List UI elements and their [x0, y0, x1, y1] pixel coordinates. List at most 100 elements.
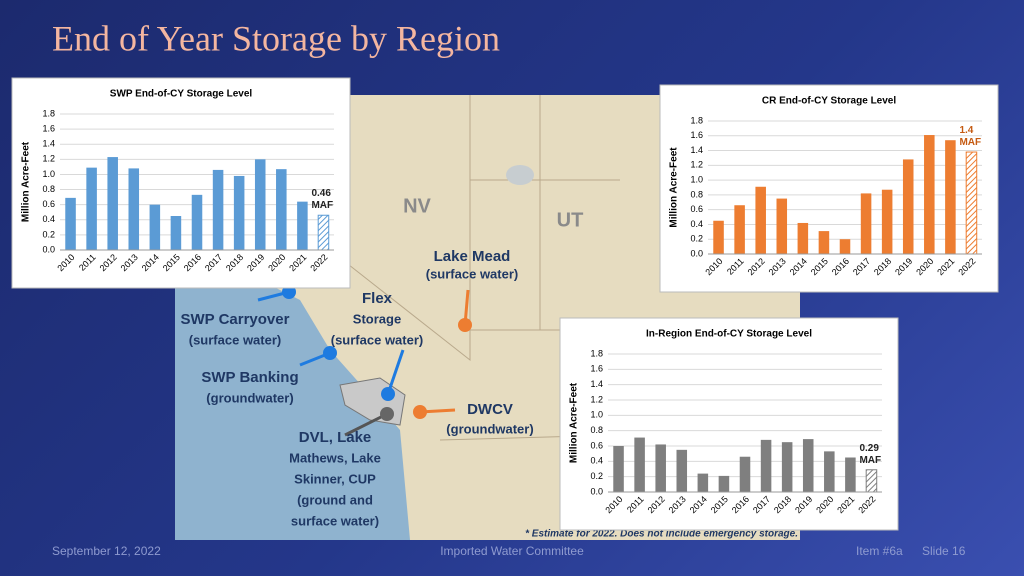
y-tick-label: 1.0 — [690, 174, 703, 184]
y-tick-label: 0.6 — [590, 440, 603, 450]
bar — [776, 198, 788, 254]
value-label: 0.29 MAF — [859, 442, 882, 466]
bar — [739, 456, 751, 492]
chart-background — [11, 77, 351, 289]
bar — [802, 439, 814, 492]
bar — [860, 193, 872, 254]
bar — [128, 168, 140, 250]
y-tick-label: 0.8 — [42, 184, 55, 194]
bar — [613, 446, 624, 492]
y-tick-label: 0.6 — [690, 204, 703, 214]
chart-background — [659, 84, 999, 293]
y-tick-label: 1.2 — [690, 160, 703, 170]
value-label: 1.4 MAF — [959, 125, 982, 149]
bar — [839, 239, 851, 254]
map-label: UT — [557, 209, 584, 231]
y-tick-label: 0.4 — [42, 214, 55, 224]
y-tick-label: 0.0 — [42, 244, 55, 254]
bar — [865, 469, 878, 493]
footer-date: September 12, 2022 — [52, 544, 161, 558]
y-tick-label: 0.6 — [42, 199, 55, 209]
bar — [755, 186, 766, 254]
bar — [170, 216, 182, 250]
y-tick-label: 0.8 — [590, 425, 603, 435]
bar — [818, 231, 830, 254]
map-label: Storage — [353, 311, 401, 326]
y-tick-label: 1.8 — [42, 108, 55, 118]
bar — [191, 194, 203, 250]
map-label: surface water) — [291, 513, 379, 528]
map-label: (groundwater) — [206, 390, 293, 405]
bar — [254, 159, 266, 250]
bar — [945, 140, 956, 254]
y-axis-label: Million Acre-Feet — [669, 147, 680, 228]
bar — [233, 175, 245, 250]
map-label: (groundwater) — [446, 421, 533, 436]
y-tick-label: 0.2 — [590, 471, 603, 481]
y-tick-label: 1.0 — [42, 169, 55, 179]
map-label: SWP Banking — [201, 369, 298, 386]
y-tick-label: 1.2 — [42, 154, 55, 164]
bar — [713, 220, 724, 254]
bar — [107, 157, 118, 250]
y-tick-label: 1.6 — [690, 130, 703, 140]
map-markers — [257, 285, 472, 437]
bar — [634, 437, 645, 492]
chart-background — [559, 317, 899, 531]
map-label: DWCV — [467, 401, 513, 418]
map-label: (surface water) — [189, 332, 281, 347]
chart-title: In-Region End-of-CY Storage Level — [646, 329, 812, 340]
bar — [718, 475, 730, 492]
slide-title: End of Year Storage by Region — [52, 18, 500, 58]
map-label: Lake Mead — [434, 248, 511, 265]
chart: CR End-of-CY Storage Level Million Acre-F… — [659, 84, 999, 293]
bar — [965, 151, 978, 255]
chart-title: CR End-of-CY Storage Level — [762, 96, 896, 107]
y-tick-label: 0.2 — [690, 234, 703, 244]
value-label: 0.46 MAF — [311, 188, 334, 212]
y-tick-label: 1.4 — [590, 379, 603, 389]
bar — [212, 169, 224, 250]
bar — [655, 444, 666, 492]
bar — [149, 204, 161, 250]
y-tick-label: 1.0 — [590, 410, 603, 420]
bar — [781, 442, 793, 492]
bar — [902, 159, 914, 254]
bar — [86, 167, 97, 250]
y-axis-label: Million Acre-Feet — [569, 382, 580, 463]
map-label: Skinner, CUP — [294, 471, 376, 486]
y-tick-label: 0.4 — [590, 456, 603, 466]
footer-item: Item #6a — [856, 544, 903, 558]
bar — [924, 135, 935, 254]
map-label: NV — [403, 195, 431, 217]
y-tick-label: 0.4 — [690, 219, 703, 229]
bar — [697, 473, 709, 492]
bar — [676, 449, 688, 492]
map-label: (ground and — [297, 492, 373, 507]
y-tick-label: 1.6 — [590, 364, 603, 374]
bar — [797, 222, 809, 254]
map-label: SWP Carryover — [181, 311, 290, 328]
y-tick-label: 1.8 — [690, 115, 703, 125]
bar — [65, 197, 76, 250]
bar — [276, 169, 287, 250]
y-tick-label: 0.8 — [690, 189, 703, 199]
y-tick-label: 0.0 — [590, 486, 603, 496]
map-label: DVL, Lake — [299, 429, 372, 446]
bar — [824, 451, 835, 492]
map-label: (surface water) — [331, 332, 423, 347]
map-label: (surface water) — [426, 266, 518, 281]
map-label: Flex — [362, 290, 393, 307]
y-tick-label: 1.4 — [42, 139, 55, 149]
bar — [317, 214, 330, 251]
footer-committee: Imported Water Committee — [440, 544, 584, 558]
chart-title: SWP End-of-CY Storage Level — [110, 89, 253, 100]
bar — [297, 201, 308, 250]
y-tick-label: 1.8 — [590, 348, 603, 358]
chart: SWP End-of-CY Storage Level Million Acre-… — [11, 77, 351, 289]
bar — [760, 439, 772, 492]
bar — [845, 457, 856, 492]
bar — [881, 189, 893, 254]
